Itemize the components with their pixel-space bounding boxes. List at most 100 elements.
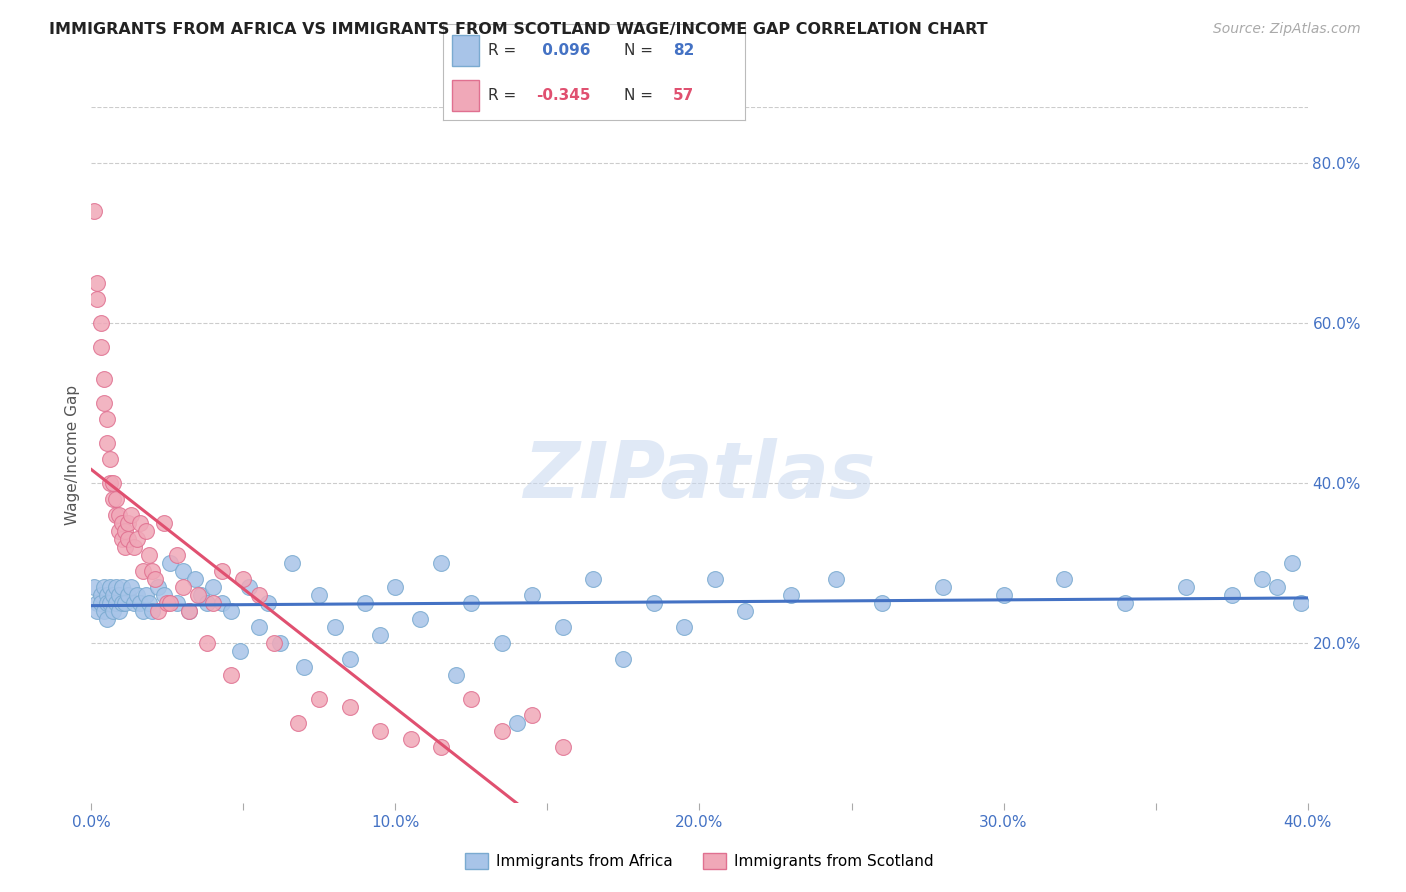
Point xyxy=(263,636,285,650)
Point xyxy=(339,652,361,666)
Text: 82: 82 xyxy=(672,43,695,58)
Point xyxy=(292,660,315,674)
Point xyxy=(132,604,155,618)
Point xyxy=(172,564,194,578)
Point xyxy=(101,491,124,506)
Point xyxy=(153,516,176,530)
Point xyxy=(98,596,121,610)
Point xyxy=(308,691,330,706)
Point xyxy=(287,715,309,730)
Point xyxy=(1220,588,1243,602)
Point xyxy=(703,572,725,586)
Point xyxy=(166,548,188,562)
Point xyxy=(247,588,270,602)
Point xyxy=(86,292,108,306)
Point xyxy=(111,532,134,546)
Text: R =: R = xyxy=(488,43,522,58)
Point xyxy=(98,451,121,466)
Point xyxy=(409,612,432,626)
Point xyxy=(93,396,115,410)
Point xyxy=(107,508,129,522)
Point xyxy=(132,564,155,578)
Point xyxy=(107,588,129,602)
Point xyxy=(111,596,134,610)
Point xyxy=(86,596,108,610)
Point xyxy=(125,588,148,602)
Point xyxy=(172,580,194,594)
Text: ZIPatlas: ZIPatlas xyxy=(523,438,876,514)
Point xyxy=(114,540,136,554)
Y-axis label: Wage/Income Gap: Wage/Income Gap xyxy=(65,384,80,525)
Point xyxy=(101,475,124,490)
Point xyxy=(444,668,467,682)
Point xyxy=(141,604,163,618)
Point xyxy=(83,580,105,594)
Point xyxy=(148,580,170,594)
Point xyxy=(323,620,346,634)
Legend: Immigrants from Africa, Immigrants from Scotland: Immigrants from Africa, Immigrants from … xyxy=(460,847,939,875)
Point xyxy=(138,548,160,562)
Point xyxy=(141,564,163,578)
Point xyxy=(491,636,513,650)
Point xyxy=(522,588,544,602)
Point xyxy=(354,596,377,610)
Point xyxy=(138,596,160,610)
Point xyxy=(1174,580,1197,594)
Point xyxy=(384,580,406,594)
Point xyxy=(339,699,361,714)
Point xyxy=(117,516,139,530)
Point xyxy=(98,580,121,594)
Point xyxy=(308,588,330,602)
Point xyxy=(104,508,127,522)
Point xyxy=(734,604,756,618)
Point xyxy=(101,588,124,602)
Point xyxy=(96,588,118,602)
Point xyxy=(86,276,108,290)
Text: 57: 57 xyxy=(672,88,695,103)
Point xyxy=(232,572,254,586)
Point xyxy=(184,572,207,586)
Point xyxy=(187,588,209,602)
Point xyxy=(104,580,127,594)
Point xyxy=(256,596,278,610)
Point xyxy=(153,588,176,602)
Point xyxy=(117,588,139,602)
Point xyxy=(460,691,482,706)
Point xyxy=(430,556,453,570)
Point xyxy=(1251,572,1274,586)
Point xyxy=(96,612,118,626)
Point xyxy=(195,596,218,610)
Point xyxy=(1281,556,1303,570)
Point xyxy=(166,596,188,610)
Point xyxy=(96,412,118,426)
Point xyxy=(89,340,111,354)
Text: R =: R = xyxy=(488,88,522,103)
Point xyxy=(117,532,139,546)
Point xyxy=(247,620,270,634)
Point xyxy=(219,604,242,618)
Point xyxy=(120,580,142,594)
Point xyxy=(107,524,129,538)
Point xyxy=(229,644,252,658)
Point xyxy=(238,580,260,594)
Text: Source: ZipAtlas.com: Source: ZipAtlas.com xyxy=(1213,22,1361,37)
Point xyxy=(673,620,696,634)
Point xyxy=(177,604,200,618)
Point xyxy=(1291,596,1313,610)
Point xyxy=(93,604,115,618)
Point xyxy=(143,572,166,586)
Point xyxy=(125,532,148,546)
Text: IMMIGRANTS FROM AFRICA VS IMMIGRANTS FROM SCOTLAND WAGE/INCOME GAP CORRELATION C: IMMIGRANTS FROM AFRICA VS IMMIGRANTS FRO… xyxy=(49,22,988,37)
Point xyxy=(269,636,291,650)
Point xyxy=(159,596,181,610)
Point xyxy=(491,723,513,738)
Point xyxy=(779,588,801,602)
Point xyxy=(96,596,118,610)
Point xyxy=(506,715,529,730)
Point xyxy=(612,652,634,666)
Point xyxy=(86,604,108,618)
Point xyxy=(931,580,953,594)
Point xyxy=(551,739,574,754)
Point xyxy=(211,596,233,610)
Point xyxy=(870,596,893,610)
